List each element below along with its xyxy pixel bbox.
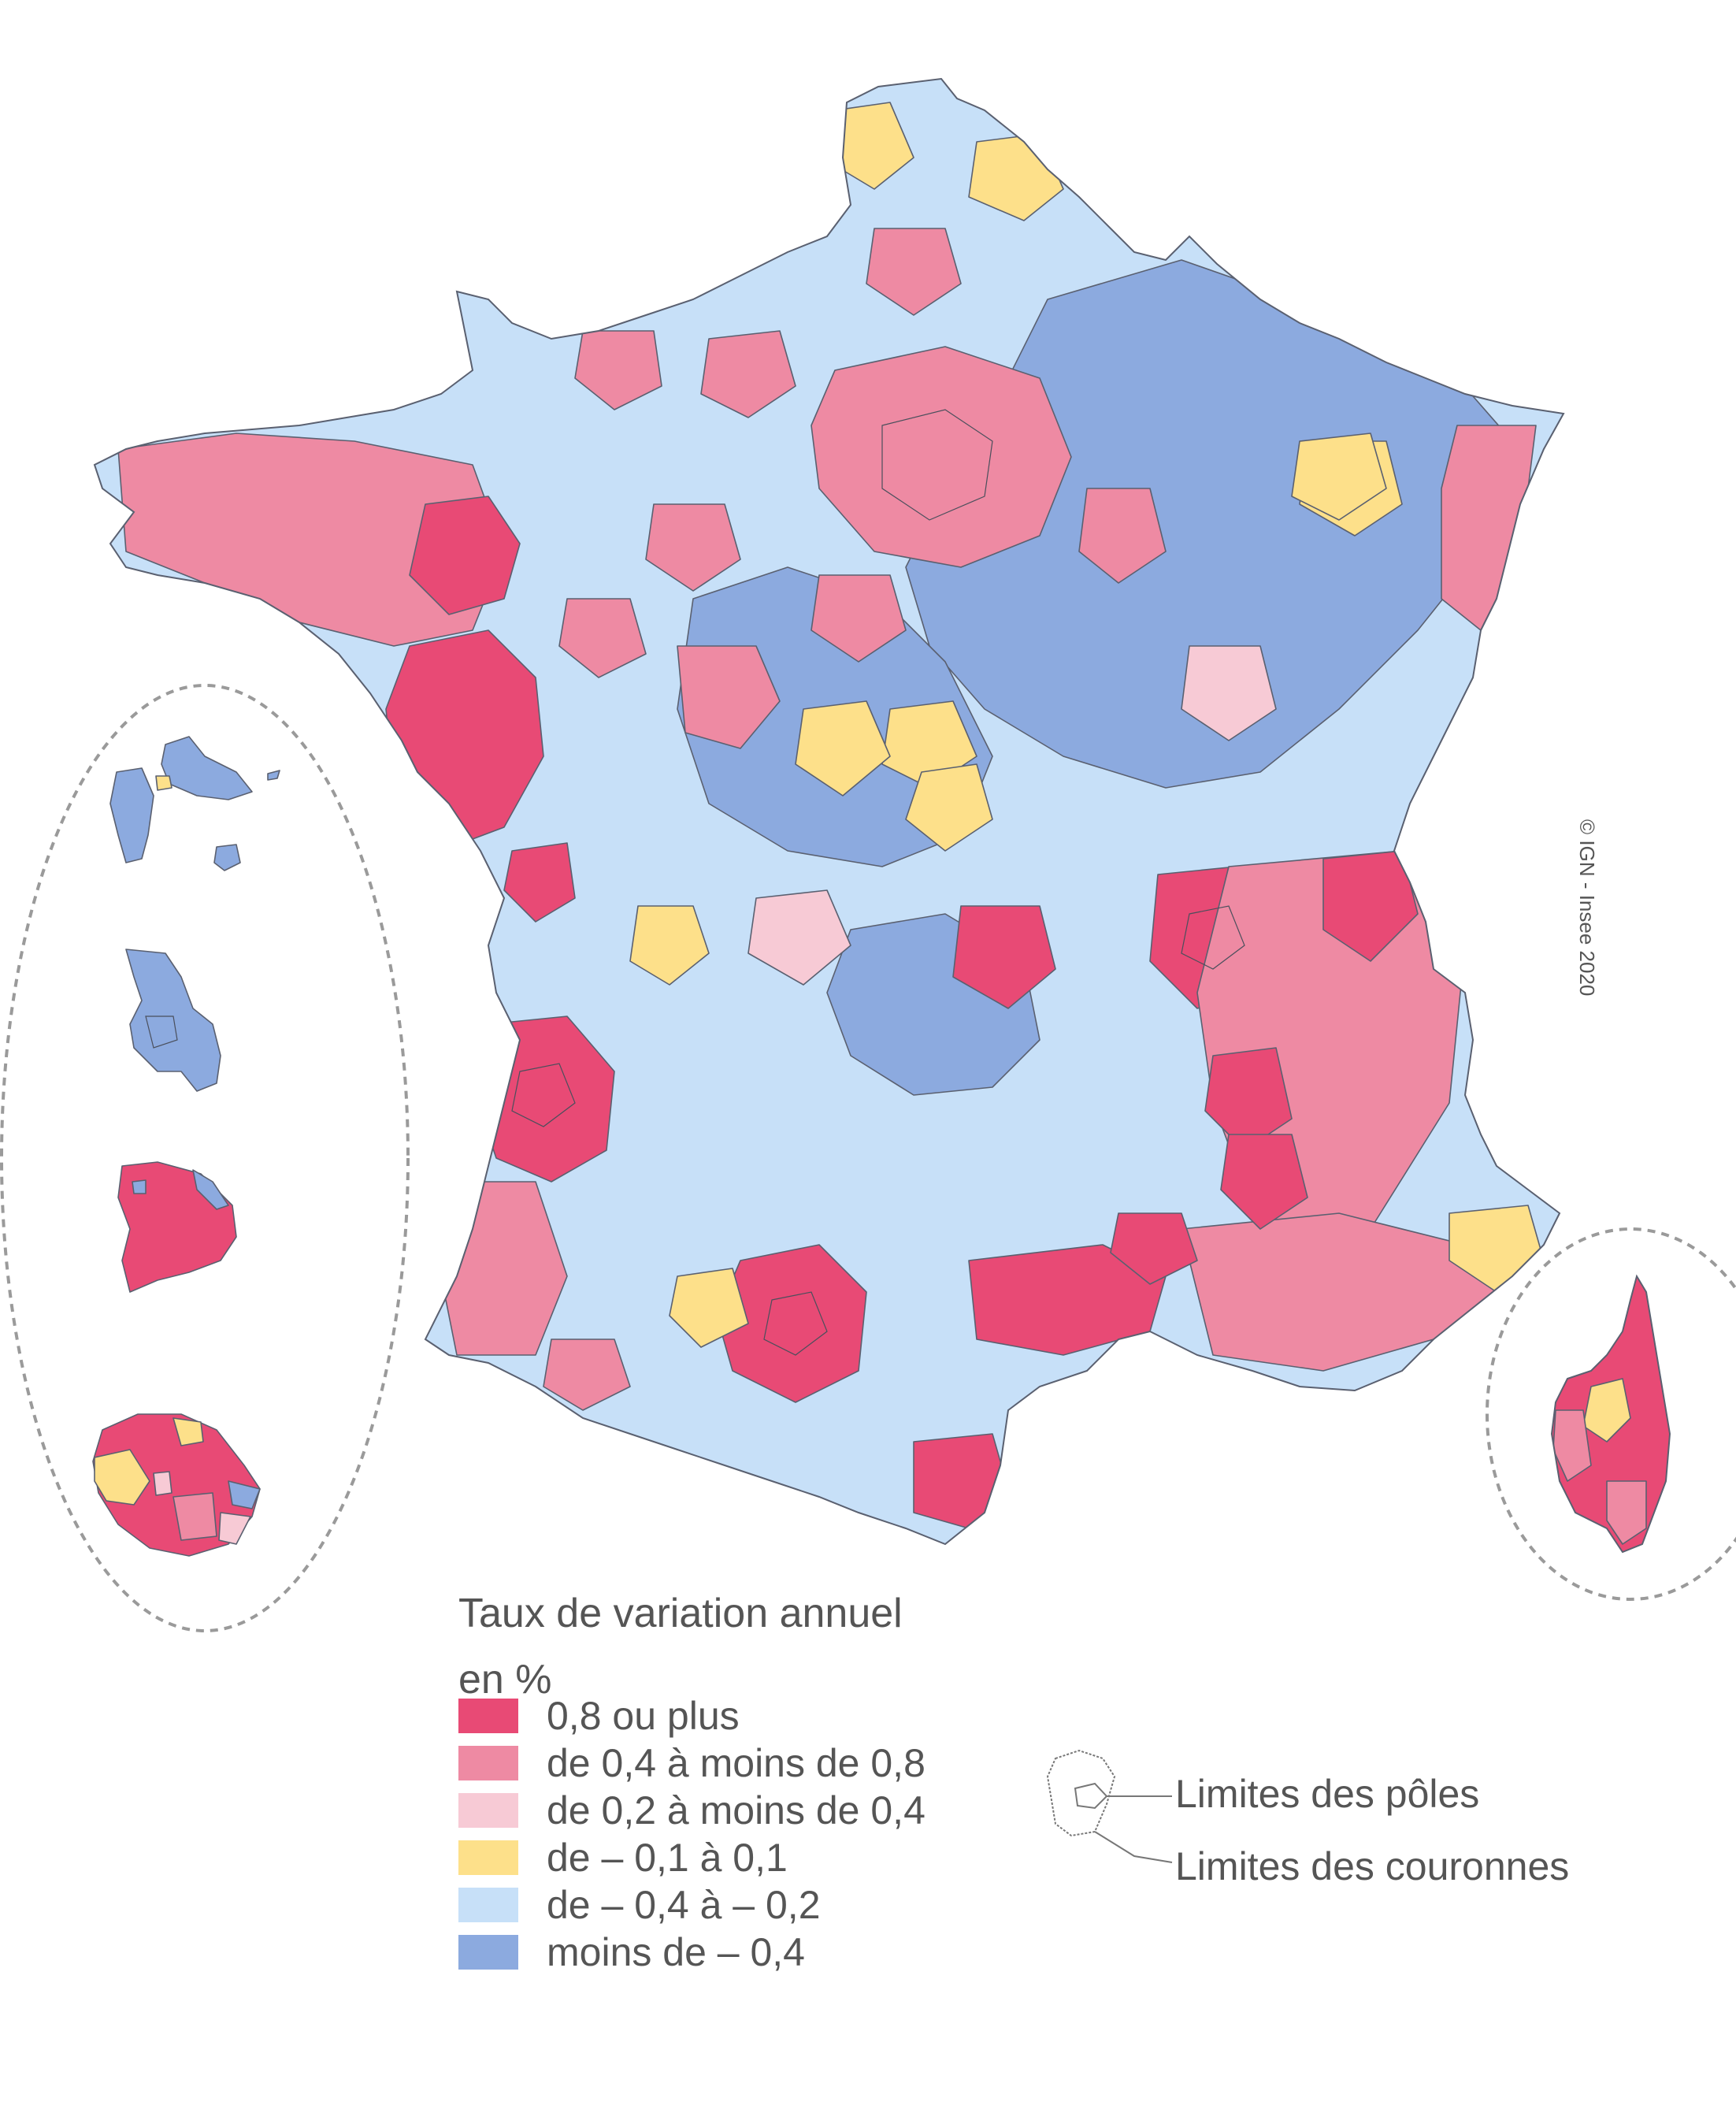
- geneva-area: [1322, 850, 1419, 962]
- metz-nancy-area: [1291, 433, 1387, 521]
- legend-swatch: [458, 1840, 518, 1875]
- legend-title-line1: Taux de variation annuel: [458, 1591, 903, 1636]
- legend-item: 0,8 ou plus: [458, 1692, 925, 1740]
- tours-area: [677, 645, 781, 749]
- rouen-area: [700, 330, 796, 418]
- agen-area: [669, 1268, 749, 1348]
- france-outline: [93, 77, 1565, 1546]
- alsace-area: [1441, 425, 1537, 631]
- marie-galante: [213, 844, 241, 871]
- legend-label: moins de – 0,4: [547, 1930, 805, 1974]
- pole-outline-symbol: [1074, 1782, 1108, 1810]
- overseas-inset-ring: [0, 684, 410, 1632]
- guadeloupe: [109, 736, 280, 871]
- bordeaux-pole-outline: [511, 1063, 576, 1127]
- clermont-area: [952, 905, 1056, 1009]
- legend-item: moins de – 0,4: [458, 1929, 925, 1976]
- nevers-area: [905, 763, 993, 852]
- pau-area: [543, 1339, 631, 1411]
- toulouse-pole-outline: [763, 1291, 828, 1356]
- rennes-area: [409, 496, 521, 615]
- poles-limit-label: Limites des pôles: [1175, 1772, 1480, 1816]
- martinique: [125, 949, 221, 1092]
- amiens-area: [866, 228, 962, 316]
- orleans-area: [811, 574, 907, 663]
- legend-label: de 0,2 à moins de 0,4: [547, 1788, 925, 1832]
- la-rochelle-area: [503, 842, 576, 923]
- reunion-yellow-west: [94, 1449, 150, 1506]
- reunion-yellow-north: [172, 1417, 204, 1446]
- legend-swatch: [458, 1746, 518, 1780]
- corse: [1486, 1227, 1736, 1601]
- perpignan-area: [913, 1433, 1009, 1529]
- legend-label: 0,8 ou plus: [547, 1694, 740, 1738]
- rhone-valley-area: [1220, 1134, 1308, 1230]
- angers-area: [558, 598, 647, 678]
- legend-swatch: [458, 1888, 518, 1922]
- reunion-pink-area: [172, 1492, 217, 1541]
- limoges-area: [747, 889, 851, 986]
- guadeloupe-yellow-area: [155, 775, 172, 791]
- reunion-blue-east: [228, 1480, 261, 1509]
- couronnes-limit-label: Limites des couronnes: [1175, 1844, 1570, 1888]
- legend-label: de – 0,1 à 0,1: [547, 1836, 788, 1880]
- la-desirade: [267, 770, 280, 781]
- corse-south-area: [1606, 1480, 1647, 1545]
- metropolitan-france: [93, 77, 1565, 1546]
- caen-area: [574, 330, 662, 410]
- brittany-area: [117, 433, 505, 647]
- dijon-area: [1181, 645, 1277, 741]
- guyane-west-area: [132, 1179, 147, 1194]
- guyane: [117, 1161, 237, 1293]
- martinique-pole-outline: [145, 1016, 178, 1049]
- paris-region: [811, 346, 1072, 568]
- nimes-area: [1110, 1212, 1198, 1285]
- legend-item: de – 0,1 à 0,1: [458, 1834, 925, 1881]
- legend-item: de – 0,4 à – 0,2: [458, 1881, 925, 1929]
- legend-title-line2: en %: [458, 1657, 552, 1702]
- legend-title: Taux de variation annuel en %: [458, 1580, 1010, 1713]
- legend-swatch: [458, 1793, 518, 1828]
- la-reunion: [92, 1413, 261, 1557]
- limits-symbol: [1046, 1749, 1173, 1863]
- le-mans-area: [645, 503, 741, 592]
- martinique-island: [125, 949, 221, 1092]
- legend-label: de 0,4 à moins de 0,8: [547, 1741, 925, 1785]
- guadeloupe-basse-terre: [109, 767, 154, 863]
- corse-inset-ring: [1486, 1227, 1736, 1601]
- guyane-east-area: [192, 1169, 229, 1210]
- overseas-territories: [0, 684, 410, 1632]
- legend-swatch: [458, 1699, 518, 1733]
- copyright-credit: © IGN - Insee 2020: [1575, 819, 1599, 997]
- paris-pole-outline: [881, 409, 993, 521]
- lyon-pole-outline: [1181, 905, 1245, 970]
- legend-item: de 0,2 à moins de 0,4: [458, 1787, 925, 1834]
- reunion-light-pink-south: [218, 1512, 251, 1545]
- reunion-light-pink-centre: [153, 1471, 172, 1496]
- guadeloupe-grande-terre: [161, 736, 253, 800]
- auvergne-yellow-area: [795, 700, 891, 796]
- legend: 0,8 ou plus de 0,4 à moins de 0,8 de 0,2…: [458, 1692, 925, 1976]
- corse-outline: [1550, 1274, 1671, 1554]
- legend-swatch: [458, 1935, 518, 1970]
- legend-label: de – 0,4 à – 0,2: [547, 1883, 821, 1927]
- reims-area: [1078, 488, 1167, 584]
- poitiers-area: [629, 905, 710, 986]
- legend-item: de 0,4 à moins de 0,8: [458, 1740, 925, 1787]
- couronne-leader-line: [1094, 1831, 1173, 1863]
